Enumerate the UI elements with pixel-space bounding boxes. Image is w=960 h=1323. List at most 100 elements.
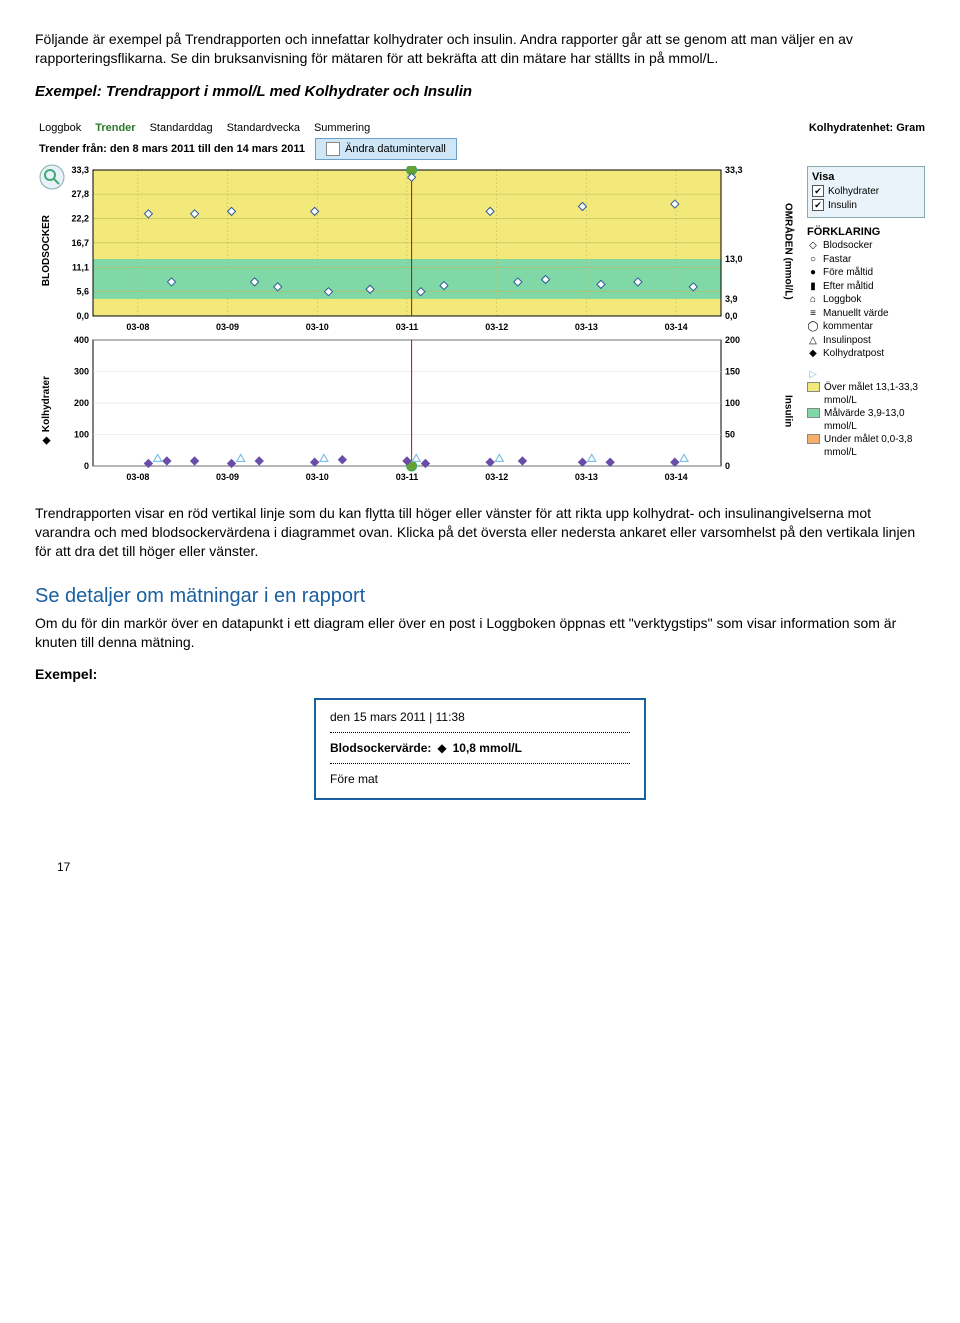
svg-text:11,1: 11,1: [72, 262, 89, 272]
charts-column: 33,327,822,216,711,15,60,033,313,03,90,0…: [57, 166, 779, 486]
change-date-range-label: Ändra datumintervall: [345, 143, 446, 155]
legend-symbol: ◯: [807, 321, 819, 334]
legend-range: Under målet 0,0-3,8 mmol/L: [807, 434, 925, 459]
checkbox-icon: ✔: [812, 185, 824, 197]
chk-insulin[interactable]: ✔ Insulin: [812, 199, 920, 211]
legend-symbol: ▮: [807, 281, 819, 294]
svg-text:300: 300: [74, 367, 89, 377]
axis-left-blood-sugar: BLODSOCKER: [41, 215, 52, 286]
chk-kolhydrater-label: Kolhydrater: [828, 186, 879, 197]
svg-text:0: 0: [84, 461, 89, 471]
legend-list: ◇ Blodsocker ○ Fastar ● Före måltid ▮ Efter mål…: [807, 240, 925, 459]
legend-symbol: ◇: [807, 240, 819, 253]
svg-text:0,0: 0,0: [725, 311, 738, 321]
legend-item: ● Före måltid: [807, 267, 925, 280]
svg-text:03-10: 03-10: [306, 322, 329, 332]
visa-panel: Visa ✔ Kolhydrater ✔ Insulin: [807, 166, 925, 218]
svg-text:03-13: 03-13: [575, 472, 598, 482]
calendar-icon: [326, 142, 340, 156]
legend-swatch: [807, 434, 820, 444]
svg-text:03-12: 03-12: [485, 322, 508, 332]
legend-item: ○ Fastar: [807, 254, 925, 267]
section-paragraph: Om du för din markör över en datapunkt i…: [35, 614, 925, 652]
legend-range-label: Under målet 0,0-3,8 mmol/L: [824, 434, 925, 459]
trend-report-figure: Loggbok Trender Standarddag Standardveck…: [35, 120, 925, 486]
legend-symbol: ○: [807, 254, 819, 267]
axis-left-carbs: ◆ Kolhydrater: [41, 376, 52, 446]
axis-right-ranges: OMRÅDEN (mmol/L): [783, 203, 794, 300]
svg-text:03-08: 03-08: [126, 472, 149, 482]
svg-text:5,6: 5,6: [76, 286, 89, 296]
svg-text:22,2: 22,2: [71, 214, 89, 224]
legend-column: Visa ✔ Kolhydrater ✔ Insulin FÖRKLARING …: [807, 166, 925, 486]
legend-label: Efter måltid: [823, 281, 874, 294]
svg-text:27,8: 27,8: [71, 189, 89, 199]
legend-label: Före måltid: [823, 267, 873, 280]
legend-range-label: Målvärde 3,9-13,0 mmol/L: [824, 408, 925, 433]
legend-label: Insulinpost: [823, 335, 871, 348]
svg-text:50: 50: [725, 430, 735, 440]
legend-label: Loggbok: [823, 294, 861, 307]
legend-symbol: ●: [807, 267, 819, 280]
svg-text:03-14: 03-14: [665, 322, 688, 332]
tab-summering[interactable]: Summering: [314, 122, 370, 134]
legend-symbol: △: [807, 335, 819, 348]
legend-symbol: ◆: [807, 348, 819, 361]
legend-item: ◇ Blodsocker: [807, 240, 925, 253]
tooltip-key: Blodsockervärde:: [330, 741, 431, 755]
tab-standarddag[interactable]: Standarddag: [150, 122, 213, 134]
date-range-text: Trender från: den 8 mars 2011 till den 1…: [39, 143, 305, 155]
diamond-icon: ◆: [437, 741, 446, 755]
svg-text:03-11: 03-11: [396, 322, 419, 332]
tooltip-note: Före mat: [330, 772, 630, 786]
svg-text:200: 200: [725, 336, 740, 345]
tab-loggbok[interactable]: Loggbok: [39, 122, 81, 134]
svg-text:3,9: 3,9: [725, 294, 738, 304]
chk-kolhydrater[interactable]: ✔ Kolhydrater: [812, 185, 920, 197]
legend-item: ⌂ Loggbok: [807, 294, 925, 307]
legend-label: Manuellt värde: [823, 308, 889, 321]
legend-symbol: ≡: [807, 308, 819, 321]
tooltip-timestamp: den 15 mars 2011 | 11:38: [330, 710, 630, 724]
legend-item: ◯ kommentar: [807, 321, 925, 334]
legend-item: △ Insulinpost: [807, 335, 925, 348]
carbs-insulin-chart[interactable]: 400300200100020015010050003-0803-0903-10…: [57, 336, 757, 486]
svg-text:150: 150: [725, 367, 740, 377]
svg-text:03-12: 03-12: [485, 472, 508, 482]
legend-label: Kolhydratpost: [823, 348, 884, 361]
tab-trender[interactable]: Trender: [95, 122, 135, 134]
intro-paragraph: Följande är exempel på Trendrapporten oc…: [35, 30, 925, 68]
blood-sugar-chart[interactable]: 33,327,822,216,711,15,60,033,313,03,90,0…: [57, 166, 757, 336]
legend-range: Målvärde 3,9-13,0 mmol/L: [807, 408, 925, 433]
report-tabs: Loggbok Trender Standarddag Standardveck…: [35, 120, 925, 134]
page-number: 17: [57, 860, 925, 874]
svg-text:200: 200: [74, 398, 89, 408]
svg-text:33,3: 33,3: [725, 166, 743, 175]
legend-symbol: ⌂: [807, 294, 819, 307]
legend-divider-icon: ▷: [807, 369, 925, 382]
date-range-row: Trender från: den 8 mars 2011 till den 1…: [39, 138, 925, 160]
legend-label: Fastar: [823, 254, 851, 267]
tab-standardvecka[interactable]: Standardvecka: [227, 122, 300, 134]
svg-text:100: 100: [74, 430, 89, 440]
legend-swatch: [807, 382, 820, 392]
svg-text:33,3: 33,3: [71, 166, 89, 175]
after-chart-paragraph: Trendrapporten visar en röd vertikal lin…: [35, 504, 925, 561]
svg-text:13,0: 13,0: [725, 254, 743, 264]
example-title: Exempel: Trendrapport i mmol/L med Kolhy…: [35, 82, 925, 102]
legend-item: ◆ Kolhydratpost: [807, 348, 925, 361]
legend-label: Blodsocker: [823, 240, 872, 253]
svg-text:03-11: 03-11: [396, 472, 419, 482]
visa-title: Visa: [812, 171, 920, 183]
svg-text:0,0: 0,0: [76, 311, 89, 321]
svg-text:03-08: 03-08: [126, 322, 149, 332]
example-label: Exempel:: [35, 665, 925, 684]
svg-text:03-14: 03-14: [665, 472, 688, 482]
legend-label: kommentar: [823, 321, 873, 334]
legend-range-label: Över målet 13,1-33,3 mmol/L: [824, 382, 925, 407]
magnify-icon[interactable]: [39, 164, 65, 190]
change-date-range-button[interactable]: Ändra datumintervall: [315, 138, 457, 160]
chk-insulin-label: Insulin: [828, 200, 857, 211]
legend-item: ≡ Manuellt värde: [807, 308, 925, 321]
svg-text:03-10: 03-10: [306, 472, 329, 482]
